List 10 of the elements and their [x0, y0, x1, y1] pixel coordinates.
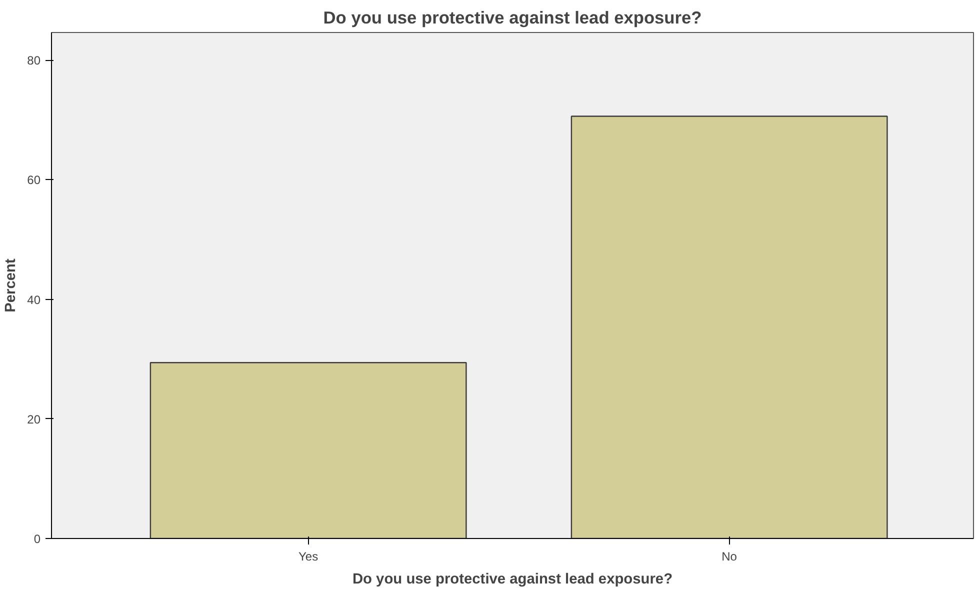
- chart-title: Do you use protective against lead exposure?: [323, 8, 702, 28]
- y-tick-label: 80: [27, 54, 41, 68]
- y-tick-label: 20: [27, 412, 41, 426]
- x-axis-title: Do you use protective against lead exposure?: [352, 572, 673, 588]
- y-tick-label: 0: [34, 532, 41, 546]
- x-tick-label: No: [722, 550, 738, 564]
- y-axis-title: Percent: [3, 258, 20, 312]
- y-tick-label: 60: [27, 173, 41, 188]
- y-tick-label: 40: [27, 292, 41, 307]
- x-tick-label: Yes: [298, 550, 318, 564]
